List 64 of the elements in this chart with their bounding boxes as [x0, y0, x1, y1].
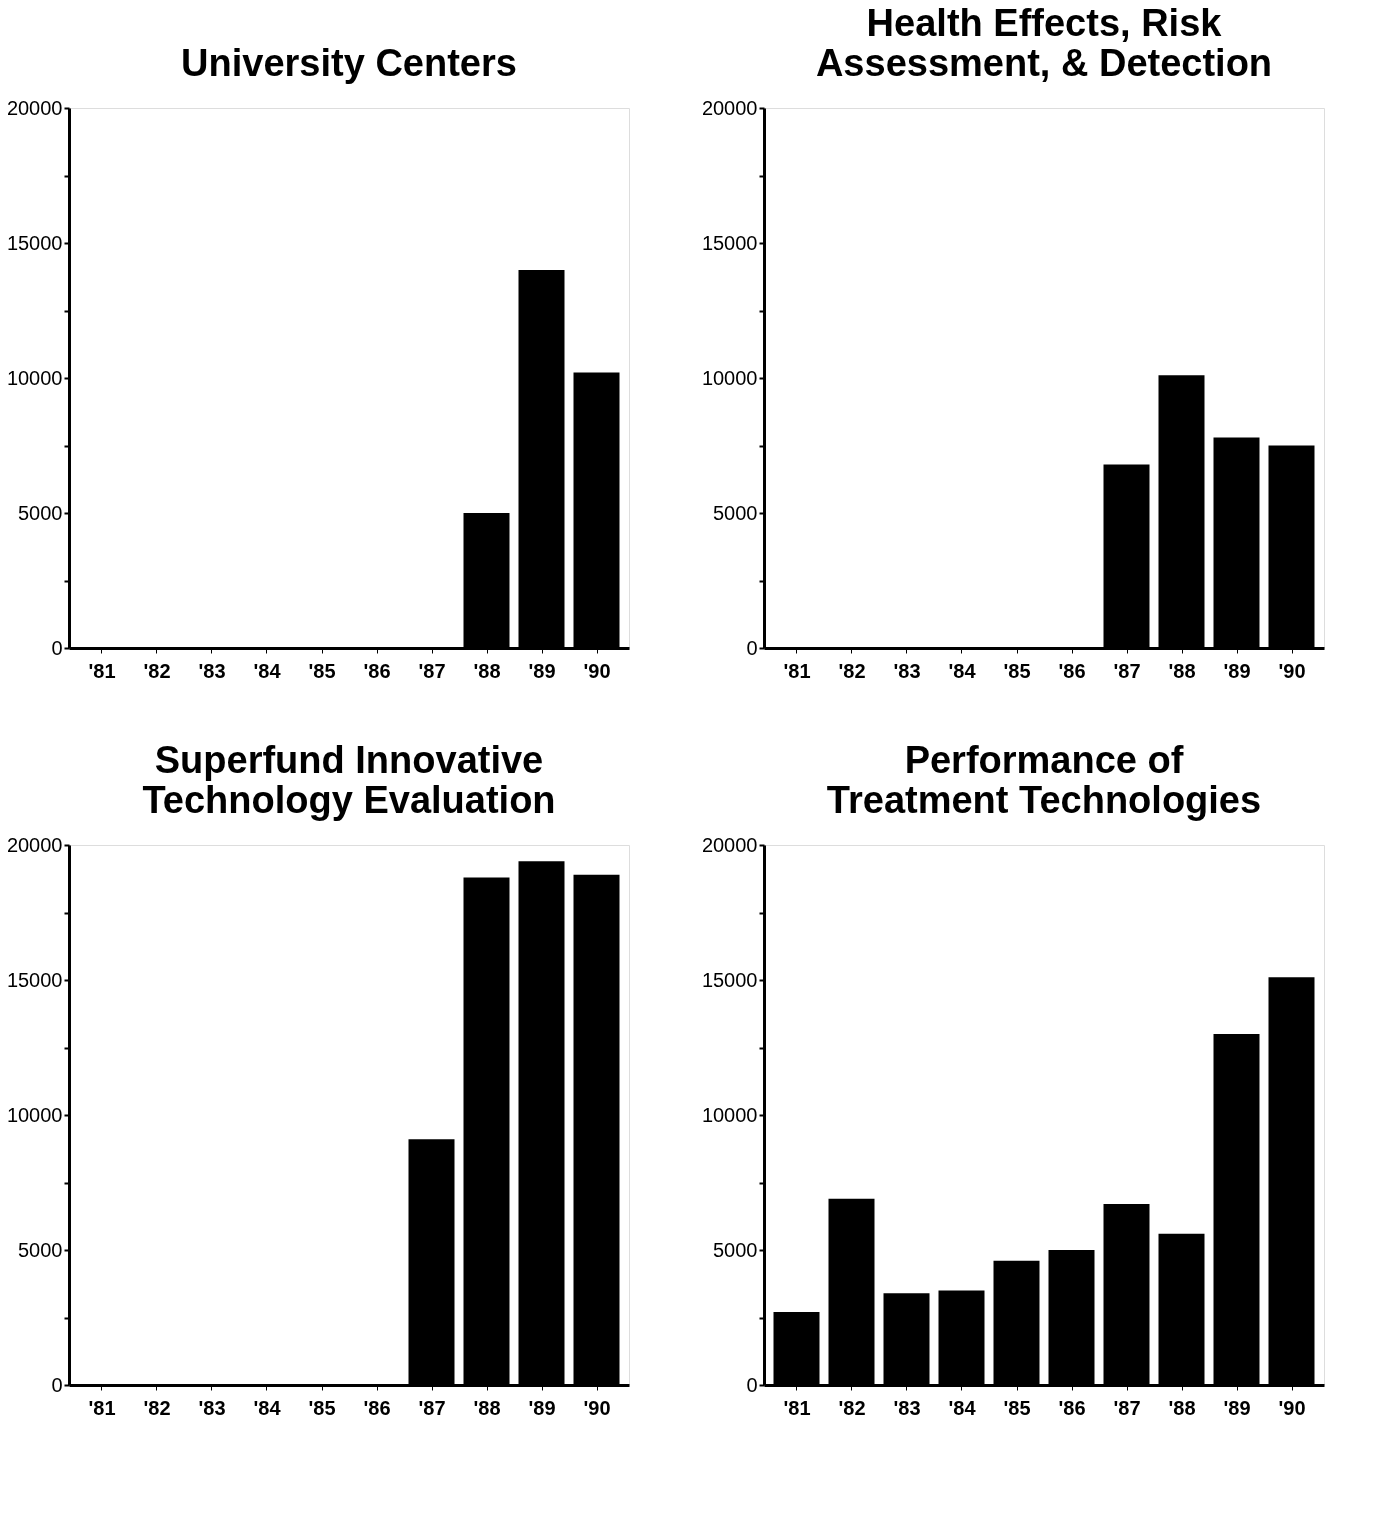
chart-title: University Centers: [181, 42, 517, 84]
x-tick-label: '81: [88, 1396, 116, 1419]
y-tick-label: 5000: [713, 1238, 758, 1261]
x-tick-label: '89: [1223, 659, 1251, 682]
x-tick-label: '84: [948, 659, 977, 682]
x-tick-label: '84: [948, 1396, 977, 1419]
y-tick-label: 20000: [701, 96, 758, 119]
x-tick-label: '86: [1058, 659, 1086, 682]
x-tick-label: '87: [418, 1396, 446, 1419]
x-tick-label: '81: [88, 659, 116, 682]
y-tick-label: 5000: [18, 1238, 63, 1261]
x-tick-label: '83: [893, 1396, 921, 1419]
x-tick-label: '90: [1278, 1396, 1306, 1419]
x-tick-label: '86: [1058, 1396, 1086, 1419]
x-tick-label: '86: [363, 1396, 391, 1419]
x-tick-label: '86: [363, 659, 391, 682]
x-tick-label: '83: [198, 1396, 226, 1419]
x-tick-label: '87: [1113, 1396, 1141, 1419]
x-tick-label: '85: [308, 1396, 336, 1419]
x-tick-label: '88: [473, 1396, 501, 1419]
y-tick-label: 20000: [6, 833, 63, 856]
x-tick-label: '82: [838, 1396, 866, 1419]
x-tick-label: '84: [253, 1396, 282, 1419]
chart-title: Superfund Innovative Technology Evaluation: [142, 739, 556, 821]
x-tick-label: '87: [418, 659, 446, 682]
x-tick-label: '89: [1223, 1396, 1251, 1419]
y-tick-label: 15000: [6, 231, 63, 254]
y-tick-label: 20000: [6, 96, 63, 119]
x-tick-label: '88: [1168, 1396, 1196, 1419]
x-tick-label: '82: [838, 659, 866, 682]
x-tick-label: '82: [143, 659, 171, 682]
y-tick-label: 10000: [6, 1103, 63, 1126]
y-tick-label: 10000: [701, 1103, 758, 1126]
x-tick-label: '83: [893, 659, 921, 682]
x-tick-label: '81: [783, 659, 811, 682]
x-tick-label: '88: [1168, 659, 1196, 682]
y-tick-label: 10000: [6, 366, 63, 389]
y-tick-label: 15000: [6, 968, 63, 991]
x-tick-label: '89: [528, 1396, 556, 1419]
x-tick-label: '84: [253, 659, 282, 682]
chart-title: Health Effects, Risk Assessment, & Detection: [815, 2, 1273, 84]
x-tick-label: '83: [198, 659, 226, 682]
y-tick-label: 5000: [713, 501, 758, 524]
y-tick-label: 5000: [18, 501, 63, 524]
x-tick-label: '90: [1278, 659, 1306, 682]
x-tick-label: '89: [528, 659, 556, 682]
x-tick-label: '87: [1113, 659, 1141, 682]
x-tick-label: '85: [1003, 659, 1031, 682]
y-tick-label: 10000: [701, 366, 758, 389]
x-tick-label: '85: [1003, 1396, 1031, 1419]
x-tick-label: '81: [783, 1396, 811, 1419]
x-tick-label: '90: [583, 659, 611, 682]
y-tick-label: 0: [746, 1373, 758, 1396]
y-tick-label: 15000: [701, 968, 758, 991]
x-tick-label: '88: [473, 659, 501, 682]
x-tick-label: '90: [583, 1396, 611, 1419]
chart-title: Performance of Treatment Technologies: [826, 739, 1262, 821]
x-tick-label: '85: [308, 659, 336, 682]
y-tick-label: 0: [51, 1373, 63, 1396]
y-tick-label: 20000: [701, 833, 758, 856]
y-tick-label: 0: [51, 636, 63, 659]
y-tick-label: 15000: [701, 231, 758, 254]
x-tick-label: '82: [143, 1396, 171, 1419]
y-tick-label: 0: [746, 636, 758, 659]
